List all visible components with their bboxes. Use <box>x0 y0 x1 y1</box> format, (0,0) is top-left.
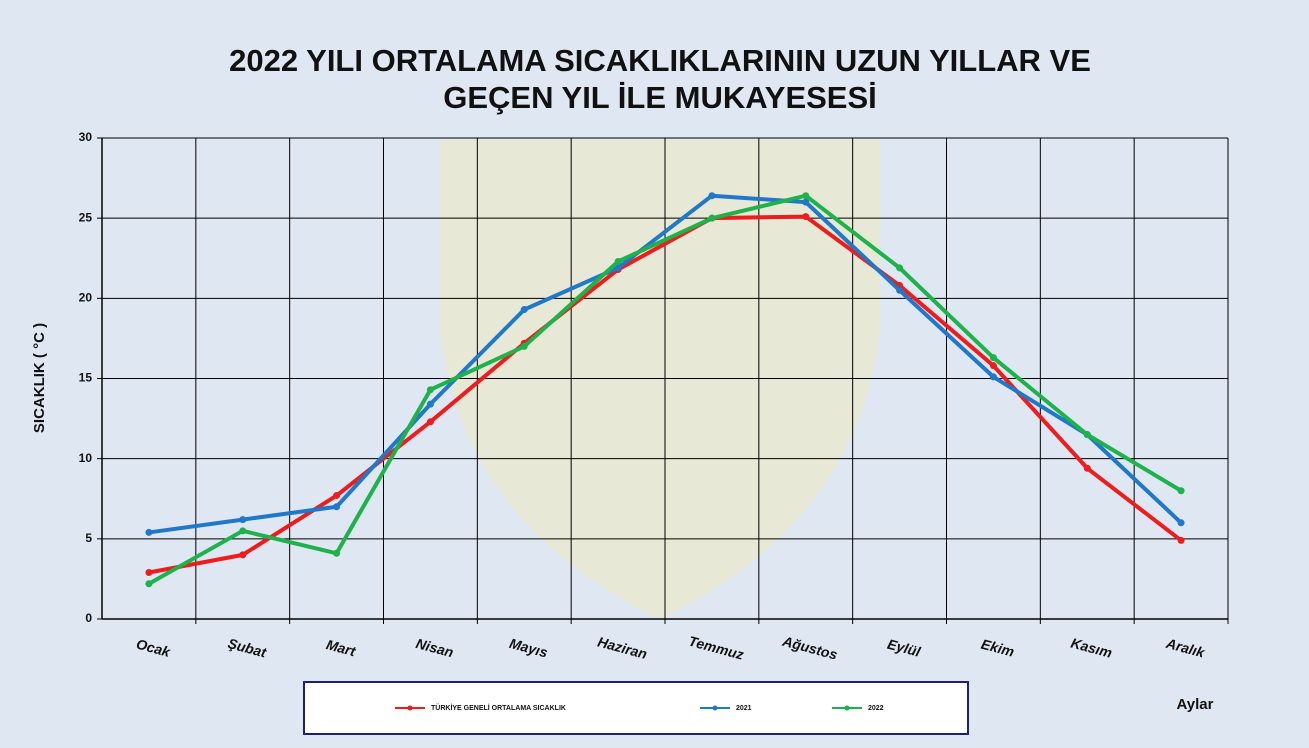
data-point <box>145 529 152 536</box>
data-point <box>427 418 434 425</box>
data-point <box>1178 537 1185 544</box>
data-point <box>1084 465 1091 472</box>
data-point <box>896 287 903 294</box>
y-axis-label: SICAKLIK ( °C ) <box>31 323 48 433</box>
data-point <box>802 213 809 220</box>
y-tick-label: 15 <box>79 371 93 385</box>
x-axis-label: Aylar <box>1177 696 1214 713</box>
legend-label: TÜRKİYE GENELİ ORTALAMA SICAKLIK <box>431 703 566 712</box>
legend-label: 2021 <box>736 705 752 712</box>
legend-marker <box>845 706 850 711</box>
chart-title: GEÇEN YIL İLE MUKAYESESİ <box>443 80 877 115</box>
data-point <box>427 386 434 393</box>
data-point <box>708 215 715 222</box>
data-point <box>615 258 622 265</box>
data-point <box>990 362 997 369</box>
legend-marker <box>713 706 718 711</box>
data-point <box>1178 519 1185 526</box>
data-point <box>708 192 715 199</box>
data-point <box>990 354 997 361</box>
data-point <box>239 527 246 534</box>
data-point <box>145 569 152 576</box>
data-point <box>521 343 528 350</box>
y-tick-label: 20 <box>79 291 93 305</box>
data-point <box>333 503 340 510</box>
y-tick-label: 0 <box>85 611 92 625</box>
legend-marker <box>408 706 413 711</box>
chart-title: 2022 YILI ORTALAMA SICAKLIKLARININ UZUN … <box>229 43 1091 78</box>
data-point <box>896 264 903 271</box>
y-tick-label: 25 <box>79 210 93 224</box>
y-tick-label: 10 <box>79 451 93 465</box>
data-point <box>802 192 809 199</box>
data-point <box>521 306 528 313</box>
data-point <box>333 492 340 499</box>
chart: 2022 YILI ORTALAMA SICAKLIKLARININ UZUN … <box>0 0 1309 743</box>
y-tick-label: 30 <box>79 130 93 144</box>
y-tick-label: 5 <box>85 531 92 545</box>
data-point <box>1084 431 1091 438</box>
data-point <box>1178 487 1185 494</box>
legend-label: 2022 <box>868 705 884 712</box>
page: 2022 YILI ORTALAMA SICAKLIKLARININ UZUN … <box>0 0 1309 743</box>
data-point <box>427 401 434 408</box>
data-point <box>239 551 246 558</box>
data-point <box>145 580 152 587</box>
data-point <box>239 516 246 523</box>
data-point <box>333 550 340 557</box>
data-point <box>990 373 997 380</box>
